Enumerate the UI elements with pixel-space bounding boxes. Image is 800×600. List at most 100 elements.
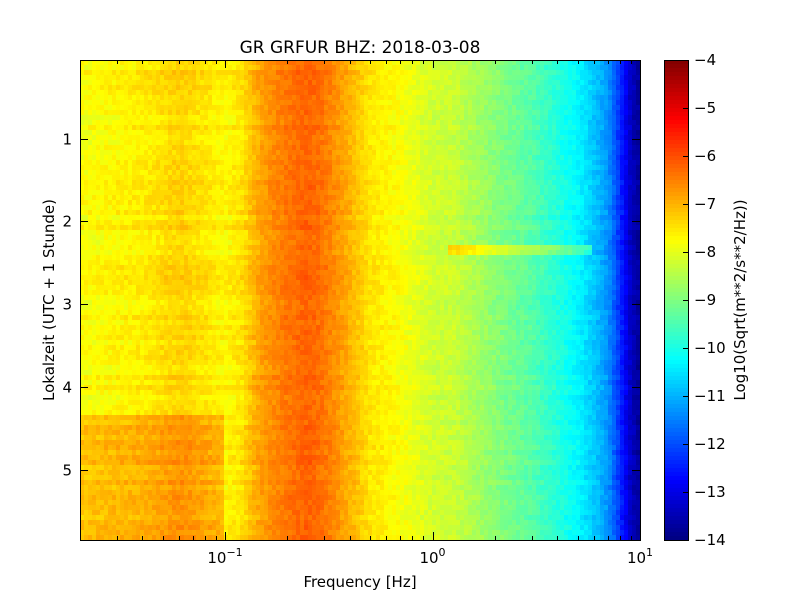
- heatmap-cell: [484, 135, 489, 141]
- heatmap-cell: [300, 150, 305, 156]
- heatmap-cell: [620, 205, 625, 211]
- heatmap-cell: [320, 210, 325, 216]
- heatmap-cell: [324, 80, 329, 86]
- heatmap-cell: [480, 90, 485, 96]
- heatmap-cell: [144, 220, 149, 226]
- heatmap-cell: [220, 140, 225, 146]
- heatmap-cell: [624, 180, 629, 186]
- heatmap-cell: [232, 60, 237, 66]
- heatmap-cell: [148, 105, 153, 111]
- heatmap-cell: [504, 155, 509, 161]
- heatmap-cell: [336, 215, 341, 221]
- heatmap-cell: [428, 115, 433, 121]
- heatmap-cell: [100, 125, 105, 131]
- heatmap-cell: [416, 90, 421, 96]
- heatmap-cell: [616, 135, 621, 141]
- heatmap-cell: [80, 230, 85, 236]
- heatmap-cell: [524, 60, 529, 66]
- heatmap-cell: [252, 225, 257, 231]
- heatmap-cell: [248, 210, 253, 216]
- heatmap-cell: [248, 180, 253, 186]
- heatmap-cell: [528, 135, 533, 141]
- heatmap-cell: [548, 135, 553, 141]
- heatmap-cell: [236, 90, 241, 96]
- heatmap-cell: [408, 215, 413, 221]
- heatmap-cell: [596, 200, 601, 206]
- heatmap-cell: [96, 225, 101, 231]
- heatmap-cell: [292, 200, 297, 206]
- heatmap-cell: [308, 135, 313, 141]
- heatmap-cell: [568, 125, 573, 131]
- heatmap-cell: [344, 230, 349, 236]
- heatmap-cell: [360, 130, 365, 136]
- heatmap-cell: [536, 70, 541, 76]
- heatmap-cell: [516, 165, 521, 171]
- heatmap-cell: [624, 85, 629, 91]
- heatmap-cell: [284, 230, 289, 236]
- heatmap-cell: [580, 100, 585, 106]
- heatmap-cell: [428, 125, 433, 131]
- heatmap-cell: [608, 70, 613, 76]
- heatmap-cell: [216, 200, 221, 206]
- heatmap-cell: [212, 100, 217, 106]
- heatmap-cell: [104, 150, 109, 156]
- heatmap-cell: [84, 195, 89, 201]
- heatmap-cell: [612, 145, 617, 151]
- heatmap-cell: [632, 180, 637, 186]
- heatmap-cell: [536, 115, 541, 121]
- heatmap-cell: [444, 165, 449, 171]
- heatmap-cell: [364, 125, 369, 131]
- heatmap-cell: [372, 75, 377, 81]
- heatmap-cell: [572, 155, 577, 161]
- heatmap-cell: [600, 200, 605, 206]
- heatmap-cell: [456, 135, 461, 141]
- heatmap-cell: [212, 60, 217, 66]
- heatmap-cell: [104, 210, 109, 216]
- heatmap-cell: [460, 115, 465, 121]
- heatmap-cell: [512, 220, 517, 226]
- heatmap-cell: [560, 140, 565, 146]
- heatmap-cell: [572, 165, 577, 171]
- heatmap-cell: [316, 130, 321, 136]
- heatmap-cell: [440, 160, 445, 166]
- heatmap-cell: [84, 100, 89, 106]
- heatmap-cell: [204, 135, 209, 141]
- heatmap-cell: [632, 210, 637, 216]
- heatmap-cell: [548, 105, 553, 111]
- heatmap-cell: [560, 90, 565, 96]
- heatmap-cell: [168, 75, 173, 81]
- heatmap-cell: [500, 130, 505, 136]
- heatmap-cell: [284, 120, 289, 126]
- heatmap-cell: [368, 115, 373, 121]
- heatmap-cell: [464, 210, 469, 216]
- heatmap-cell: [288, 235, 293, 241]
- heatmap-cell: [508, 105, 513, 111]
- heatmap-cell: [456, 75, 461, 81]
- heatmap-cell: [204, 185, 209, 191]
- heatmap-cell: [596, 85, 601, 91]
- heatmap-cell: [600, 75, 605, 81]
- heatmap-cell: [120, 200, 125, 206]
- heatmap-cell: [112, 180, 117, 186]
- heatmap-cell: [360, 165, 365, 171]
- heatmap-cell: [540, 190, 545, 196]
- heatmap-cell: [460, 165, 465, 171]
- heatmap-cell: [344, 165, 349, 171]
- heatmap-cell: [340, 95, 345, 101]
- heatmap-cell: [292, 235, 297, 241]
- heatmap-cell: [472, 60, 477, 66]
- heatmap-cell: [496, 110, 501, 116]
- heatmap-cell: [152, 190, 157, 196]
- heatmap-cell: [596, 220, 601, 226]
- heatmap-cell: [396, 60, 401, 66]
- heatmap-cell: [576, 175, 581, 181]
- heatmap-cell: [476, 150, 481, 156]
- heatmap-cell: [160, 165, 165, 171]
- heatmap-cell: [560, 215, 565, 221]
- heatmap-cell: [260, 135, 265, 141]
- heatmap-cell: [212, 145, 217, 151]
- heatmap-cell: [320, 80, 325, 86]
- heatmap-cell: [560, 85, 565, 91]
- heatmap-cell: [256, 165, 261, 171]
- heatmap-cell: [108, 225, 113, 231]
